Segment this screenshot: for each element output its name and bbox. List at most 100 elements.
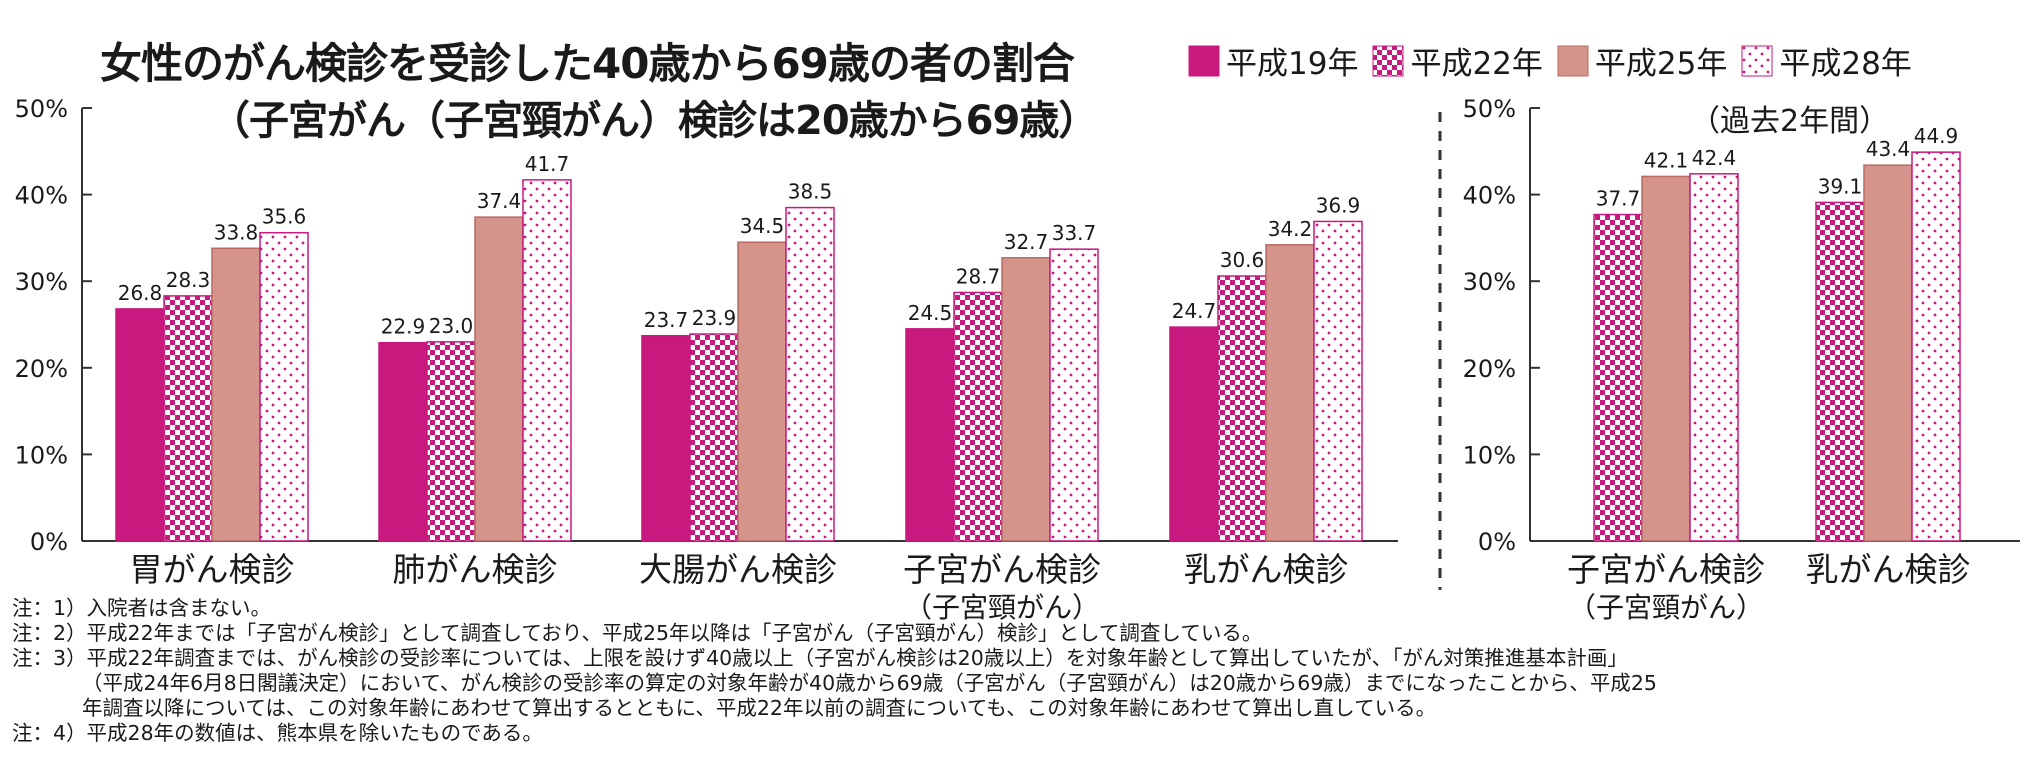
side-bar-h22 <box>1593 213 1643 542</box>
side-y-tick-label: 0% <box>1478 528 1516 556</box>
main-data-label: 34.5 <box>740 214 785 238</box>
side-bar-h25 <box>1863 164 1913 542</box>
note-1: 注：1）入院者は含まない。 <box>12 596 272 620</box>
legend-item-h25: 平成25年 <box>1557 38 1727 83</box>
side-data-label: 44.9 <box>1914 124 1959 148</box>
main-bar-h19 <box>378 341 428 542</box>
side-y-tick-label: 40% <box>1463 182 1516 210</box>
main-bar-h22 <box>1217 275 1267 542</box>
legend-item-h19: 平成19年 <box>1188 38 1358 83</box>
side-data-label: 37.7 <box>1596 187 1641 211</box>
main-y-tick-label: 0% <box>30 528 68 556</box>
legend-swatch-h19 <box>1188 45 1220 76</box>
main-bar-h22 <box>426 341 476 542</box>
side-category-sublabel: （子宮頸がん） <box>1568 591 1764 624</box>
main-bar-h22 <box>953 291 1003 542</box>
main-data-label: 33.7 <box>1052 221 1097 245</box>
note-3: 注：3）平成22年調査までは、がん検診の受診率については、上限を設けず40歳以上… <box>12 646 1628 670</box>
main-category-sublabel: （子宮頸がん） <box>904 591 1100 624</box>
main-bar-h19 <box>1169 326 1219 542</box>
main-data-label: 28.7 <box>956 264 1001 288</box>
main-data-label: 41.7 <box>525 152 570 176</box>
legend-swatch-h25 <box>1557 45 1589 76</box>
main-bar-h28 <box>785 206 835 542</box>
main-bar-h22 <box>689 333 739 542</box>
main-data-label: 30.6 <box>1220 248 1265 272</box>
main-bar-h25 <box>1001 257 1051 542</box>
side-y-tick-label: 10% <box>1463 441 1516 469</box>
legend: 平成19年 平成22年 平成25年 平成28年 <box>1188 38 1912 83</box>
side-data-label: 39.1 <box>1818 174 1863 198</box>
side-chart-bars: 37.742.1 42.4 39.143.444.9 <box>1593 124 1961 542</box>
main-data-label: 36.9 <box>1316 193 1361 217</box>
main-data-label: 33.8 <box>214 220 259 244</box>
main-y-tick-label: 30% <box>15 268 68 296</box>
main-data-label: 23.7 <box>644 308 689 332</box>
side-chart-axes: 0% 10% 20% 30% 40% 50% 子宮がん検診（子宮頸がん） 乳がん検診 <box>1463 95 2020 624</box>
main-bar-h22 <box>163 295 213 542</box>
side-category-label: 乳がん検診 <box>1806 550 1971 589</box>
main-category-label: 大腸がん検診 <box>639 550 837 589</box>
main-data-label: 23.0 <box>429 314 474 338</box>
main-data-label: 23.9 <box>692 306 737 330</box>
main-chart-bars: 26.828.333.835.6 22.9 23.0 37.441.7 23.7 23.9… <box>115 152 1363 542</box>
side-data-label: 43.4 <box>1866 137 1911 161</box>
legend-label-h22: 平成22年 <box>1410 46 1543 82</box>
main-y-tick-label: 50% <box>15 95 68 123</box>
legend-swatch-h28 <box>1741 45 1773 76</box>
main-data-label: 24.5 <box>908 301 953 325</box>
main-bar-h25 <box>737 241 787 542</box>
chart-subtitle: （子宮がん（子宮頸がん）検診は20歳から69歳） <box>210 98 1098 144</box>
main-bar-h19 <box>905 328 955 542</box>
main-data-label: 26.8 <box>118 281 163 305</box>
legend-label-h28: 平成28年 <box>1779 46 1912 82</box>
main-data-label: 22.9 <box>381 315 426 339</box>
main-data-label: 35.6 <box>262 205 307 229</box>
chart-title: 女性のがん検診を受診した40歳から69歳の者の割合 <box>100 39 1075 88</box>
main-y-tick-label: 20% <box>15 355 68 383</box>
side-bar-h25 <box>1641 175 1691 542</box>
note-3-cont-1: （平成24年6月8日閣議決定）において、がん検診の受診率の算定の対象年齢が40歳… <box>82 671 1657 695</box>
legend-item-h22: 平成22年 <box>1372 38 1543 83</box>
main-bar-h25 <box>474 216 524 542</box>
main-data-label: 37.4 <box>477 189 522 213</box>
side-data-label: 42.1 <box>1644 148 1689 172</box>
side-bar-h28 <box>1911 151 1961 542</box>
main-bar-h25 <box>211 247 261 542</box>
main-chart-axes: 0%10%20%30%40%50%胃がん検診 肺がん検診 大腸がん検診 子宮がん検診（… <box>15 95 1398 624</box>
side-data-label: 42.4 <box>1692 146 1737 170</box>
side-y-tick-label: 50% <box>1463 95 1516 123</box>
side-bar-h22 <box>1815 201 1865 542</box>
main-bar-h28 <box>1049 248 1099 542</box>
main-bar-h19 <box>115 308 165 542</box>
main-data-label: 34.2 <box>1268 217 1313 241</box>
main-y-tick-label: 10% <box>15 441 68 469</box>
note-2: 注：2）平成22年までは「子宮がん検診」として調査しており、平成25年以降は「子… <box>12 621 1263 645</box>
side-y-tick-label: 30% <box>1463 268 1516 296</box>
main-category-label: 肺がん検診 <box>393 550 558 589</box>
note-4: 注：4）平成28年の数値は、熊本県を除いたものである。 <box>12 721 543 745</box>
notes: 注：1）入院者は含まない。 注：2）平成22年までは「子宮がん検診」として調査し… <box>12 596 1657 746</box>
main-y-tick-label: 40% <box>15 182 68 210</box>
note-3-cont-2: 年調査以降については、この対象年齢にあわせて算出するとともに、平成22年以前の調… <box>82 696 1437 720</box>
legend-swatch-h22 <box>1372 45 1404 76</box>
side-chart-subtitle: （過去2年間） <box>1690 104 1890 139</box>
main-bar-h19 <box>641 335 691 542</box>
main-data-label: 24.7 <box>1172 299 1217 323</box>
side-y-tick-label: 20% <box>1463 355 1516 383</box>
side-bar-h28 <box>1689 173 1739 542</box>
main-bar-h28 <box>522 179 572 542</box>
main-bar-h25 <box>1265 244 1315 542</box>
legend-label-h25: 平成25年 <box>1594 46 1728 82</box>
main-data-label: 38.5 <box>788 180 833 204</box>
main-category-label: 胃がん検診 <box>130 550 295 589</box>
legend-item-h28: 平成28年 <box>1741 38 1912 83</box>
legend-label-h19: 平成19年 <box>1226 46 1359 82</box>
main-bar-h28 <box>1313 220 1363 542</box>
main-category-label: 子宮がん検診 <box>903 550 1101 589</box>
main-data-label: 28.3 <box>166 268 211 292</box>
main-data-label: 32.7 <box>1004 230 1049 254</box>
main-category-label: 乳がん検診 <box>1184 550 1349 589</box>
main-bar-h28 <box>259 231 309 542</box>
